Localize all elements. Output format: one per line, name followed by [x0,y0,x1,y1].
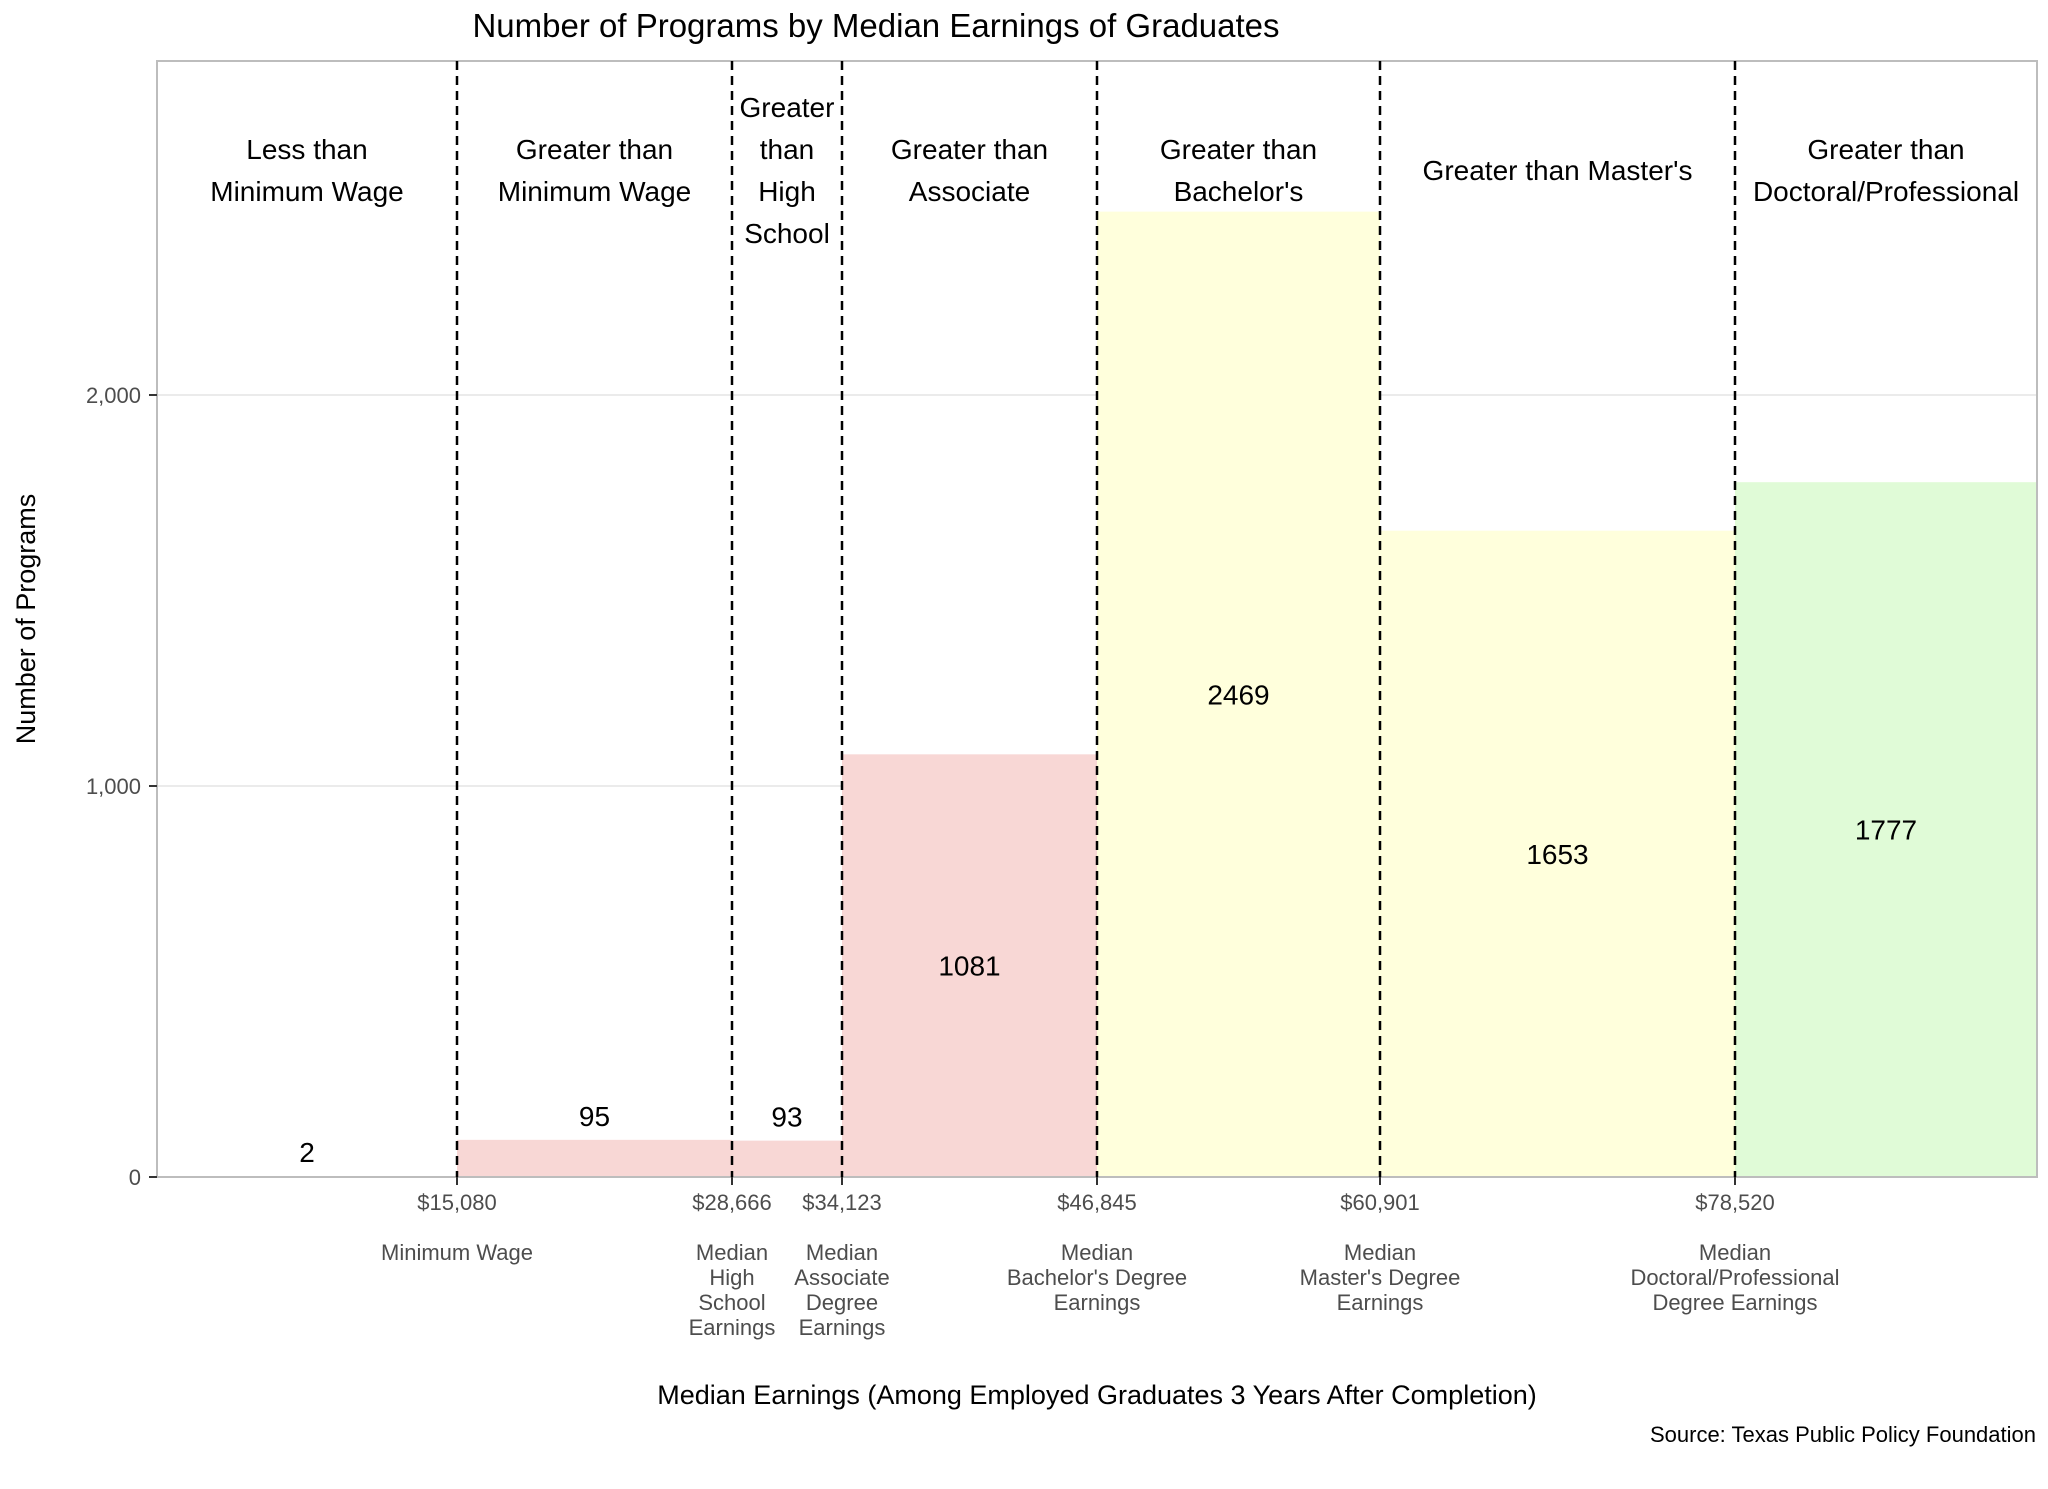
value-label-2: 93 [771,1102,802,1133]
threshold-desc-3-line-2: Earnings [1054,1290,1141,1315]
threshold-desc-0-line-0: Minimum Wage [381,1240,533,1265]
threshold-lines [455,61,1737,1177]
chart-title: Number of Programs by Median Earnings of… [472,7,1279,44]
region-label-1-line-0: Greater than [516,134,673,165]
y-axis-label: Number of Programs [11,494,41,745]
value-label-4: 2469 [1207,679,1269,710]
bar-6 [1735,482,2037,1177]
region-label-3-line-0: Greater than [891,134,1048,165]
bars [157,211,2037,1178]
region-label-2-line-3: School [744,218,830,249]
threshold-desc-4-line-2: Earnings [1337,1290,1424,1315]
x-tick-label-5: $78,520 [1695,1190,1775,1215]
region-label-1-line-1: Minimum Wage [498,176,691,207]
region-label-4-line-1: Bachelor's [1174,176,1304,207]
x-axis-label: Median Earnings (Among Employed Graduate… [657,1380,1536,1410]
region-label-6-line-0: Greater than [1807,134,1964,165]
region-label-6-line-1: Doctoral/Professional [1753,176,2019,207]
region-label-5-line-0: Greater than Master's [1423,155,1693,186]
value-label-5: 1653 [1526,839,1588,870]
threshold-desc-3-line-1: Bachelor's Degree [1007,1265,1187,1290]
bar-4 [1097,211,1380,1178]
threshold-desc-4-line-0: Median [1344,1240,1416,1265]
value-label-0: 2 [299,1137,315,1168]
threshold-desc-2-line-0: Median [806,1240,878,1265]
y-tick-labels: 0 1,000 2,000 [86,383,141,1190]
value-label-1: 95 [579,1101,610,1132]
region-label-2-line-2: High [758,176,816,207]
x-tick-label-1: $28,666 [692,1190,772,1215]
bar-5 [1380,530,1735,1177]
x-tick-label-0: $15,080 [417,1190,497,1215]
threshold-desc-2-line-3: Earnings [799,1315,886,1340]
y-tick-label-1: 1,000 [86,774,141,799]
x-tick-labels: $15,080 $28,666 $34,123 $46,845 $60,901 $78,5… [417,1190,1775,1215]
threshold-desc-1-line-0: Median [696,1240,768,1265]
threshold-desc-1-line-3: Earnings [689,1315,776,1340]
threshold-descriptions: Minimum Wage MedianHighSchoolEarningsMedi… [381,1240,1840,1340]
x-tick-label-2: $34,123 [802,1190,882,1215]
region-label-2-line-0: Greater [740,92,835,123]
region-label-2-line-1: than [760,134,815,165]
bar-2 [732,1140,842,1177]
x-tick-label-3: $46,845 [1057,1190,1137,1215]
threshold-desc-4-line-1: Master's Degree [1300,1265,1461,1290]
region-label-3-line-1: Associate [909,176,1030,207]
axis-ticks [149,394,1736,1185]
region-label-0-line-0: Less than [246,134,367,165]
region-label-0-line-1: Minimum Wage [210,176,403,207]
y-tick-label-0: 0 [129,1165,141,1190]
y-tick-label-2: 2,000 [86,383,141,408]
bar-3 [842,754,1097,1177]
threshold-desc-1-line-2: School [698,1290,765,1315]
value-label-3: 1081 [938,951,1000,982]
value-label-6: 1777 [1855,815,1917,846]
threshold-desc-2-line-1: Associate [794,1265,889,1290]
x-tick-label-4: $60,901 [1340,1190,1420,1215]
source-note: Source: Texas Public Policy Foundation [1650,1422,2036,1447]
value-labels: 2 95 93 1081 2469 1653 1777 [299,679,1917,1168]
threshold-desc-3-line-0: Median [1061,1240,1133,1265]
threshold-desc-5-line-1: Doctoral/Professional [1630,1265,1839,1290]
threshold-desc-5-line-2: Degree Earnings [1652,1290,1817,1315]
threshold-desc-2-line-2: Degree [806,1290,878,1315]
region-label-4-line-0: Greater than [1160,134,1317,165]
region-labels: Less than Minimum Wage Greater than Minimum… [210,92,2019,249]
threshold-desc-1-line-1: High [709,1265,754,1290]
threshold-desc-5-line-0: Median [1699,1240,1771,1265]
bar-1 [457,1139,732,1177]
